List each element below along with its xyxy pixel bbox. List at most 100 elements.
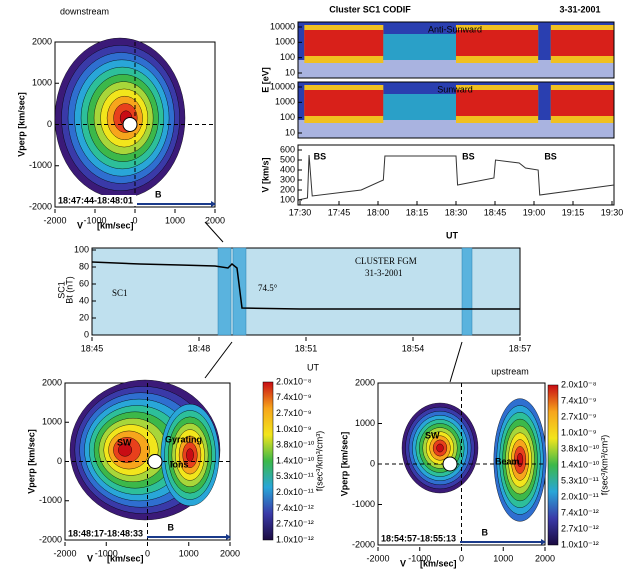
spacecraft-marker bbox=[443, 457, 457, 471]
x-tick-label: 19:15 bbox=[562, 207, 585, 217]
connector bbox=[450, 342, 462, 382]
y-axis-label: Vperp [km/sec] bbox=[16, 92, 26, 157]
angle-label: 74.5° bbox=[258, 283, 278, 293]
bs-label: BS bbox=[314, 151, 327, 161]
x-tick-label: 2000 bbox=[535, 553, 555, 563]
spectrogram-band bbox=[551, 30, 614, 56]
colorbar-tick-label: 1.0x10⁻⁹ bbox=[561, 427, 597, 437]
spectrogram-band bbox=[551, 90, 614, 116]
plot-frame bbox=[298, 145, 614, 205]
y-tick-label: 1000 bbox=[355, 418, 375, 428]
contour bbox=[437, 444, 444, 452]
y-tick-label: 10000 bbox=[270, 21, 295, 31]
colorbar-tick-label: 5.3x10⁻¹¹ bbox=[276, 471, 314, 481]
colorbar-tick-label: 3.8x10⁻¹⁰ bbox=[561, 443, 600, 453]
colorbar-tick-label: 2.0x10⁻¹¹ bbox=[276, 487, 314, 497]
y-tick-label: 300 bbox=[280, 174, 295, 184]
colorbar-tick-label: 2.7x10⁻⁹ bbox=[276, 408, 312, 418]
panel-title: CLUSTER FGM bbox=[355, 256, 417, 266]
x-tick-label: 17:30 bbox=[289, 207, 312, 217]
y-tick-label: 40 bbox=[79, 295, 89, 305]
x-tick-label: -2000 bbox=[366, 553, 389, 563]
y-tick-label: 10 bbox=[285, 127, 295, 137]
sc-label: SC1 bbox=[112, 288, 128, 298]
y-tick-label: 0 bbox=[47, 119, 52, 129]
y-tick-label: 1000 bbox=[275, 97, 295, 107]
colorbar-label: f(sec³/km³/cm³) bbox=[314, 431, 324, 492]
panel-date: 31-3-2001 bbox=[365, 268, 403, 278]
y-tick-label: 100 bbox=[74, 244, 89, 254]
colorbar-tick-label: 2.0x10⁻¹¹ bbox=[561, 491, 599, 501]
y-tick-label: -2000 bbox=[39, 534, 62, 544]
y-tick-label: 400 bbox=[280, 164, 295, 174]
colorbar bbox=[263, 382, 273, 540]
time-range: 18:47:44-18:48:01 bbox=[58, 195, 133, 205]
x-tick-label: 1000 bbox=[493, 553, 513, 563]
y-tick-label: 80 bbox=[79, 261, 89, 271]
x-tick-label: 19:00 bbox=[523, 207, 546, 217]
colorbar-tick-label: 7.4x10⁻¹² bbox=[561, 507, 599, 517]
y-tick-label: 0 bbox=[84, 329, 89, 339]
x-tick-label: 0 bbox=[145, 548, 150, 558]
spectrogram-band bbox=[383, 94, 456, 120]
x-tick-label: 1000 bbox=[165, 215, 185, 225]
x-axis-label: [km/sec] bbox=[97, 220, 134, 230]
y-tick-label: 10 bbox=[285, 67, 295, 77]
y-tick-label: -1000 bbox=[352, 499, 375, 509]
panel-title: downstream bbox=[60, 6, 109, 16]
y-tick-label: 100 bbox=[280, 52, 295, 62]
b-label: B bbox=[482, 527, 489, 537]
bs-label: BS bbox=[462, 151, 475, 161]
x-tick-label: 18:00 bbox=[367, 207, 390, 217]
x-tick-label: 1000 bbox=[179, 548, 199, 558]
colorbar-tick-label: 1.4x10⁻¹⁰ bbox=[276, 455, 315, 465]
region-label: SW bbox=[117, 437, 132, 447]
y-axis-label: Vperp [km/sec] bbox=[339, 432, 349, 497]
spacecraft-marker bbox=[148, 455, 162, 469]
panel-title: Cluster SC1 CODIF bbox=[329, 4, 411, 14]
y-tick-label: 100 bbox=[280, 112, 295, 122]
time-range: 18:54:57-18:55:13 bbox=[381, 533, 456, 543]
colorbar-tick-label: 1.4x10⁻¹⁰ bbox=[561, 459, 600, 469]
colorbar-tick-label: 3.8x10⁻¹⁰ bbox=[276, 440, 315, 450]
region-label: Gyrating bbox=[165, 434, 202, 444]
y-tick-label: 200 bbox=[280, 184, 295, 194]
b-label: B bbox=[168, 522, 175, 532]
y-tick-label: 20 bbox=[79, 312, 89, 322]
y-tick-label: 0 bbox=[57, 456, 62, 466]
colorbar-tick-label: 7.4x10⁻⁹ bbox=[561, 395, 597, 405]
x-tick-label: 18:57 bbox=[509, 343, 532, 353]
x-tick-label: 18:30 bbox=[445, 207, 468, 217]
y-tick-label: -2000 bbox=[352, 539, 375, 549]
x-tick-label: 19:30 bbox=[601, 207, 624, 217]
region-label: SW bbox=[425, 430, 440, 440]
region-label: Ions bbox=[170, 459, 189, 469]
colorbar-tick-label: 2.7x10⁻¹² bbox=[276, 519, 314, 529]
colorbar-tick-label: 7.4x10⁻¹² bbox=[276, 503, 314, 513]
colorbar-tick-label: 5.3x10⁻¹¹ bbox=[561, 475, 599, 485]
plot-frame bbox=[92, 248, 520, 335]
y-tick-label: 600 bbox=[280, 144, 295, 154]
y-tick-label: -2000 bbox=[29, 201, 52, 211]
bs-label: BS bbox=[544, 151, 557, 161]
x-tick-label: 17:45 bbox=[328, 207, 351, 217]
spectrogram-band bbox=[304, 30, 383, 56]
colorbar-tick-label: 1.0x10⁻¹² bbox=[561, 539, 599, 549]
panel-label: Anti-Sunward bbox=[428, 24, 482, 34]
panel-date: 3-31-2001 bbox=[559, 4, 600, 14]
x-axis-label: [km/sec] bbox=[420, 558, 457, 568]
x-tick-label: 18:54 bbox=[402, 343, 425, 353]
x-axis-label: V bbox=[87, 553, 93, 563]
x-tick-label: 18:45 bbox=[81, 343, 104, 353]
interval-band bbox=[462, 248, 472, 335]
y-axis-label: Vperp [km/sec] bbox=[26, 429, 36, 494]
colorbar-tick-label: 1.0x10⁻¹² bbox=[276, 534, 314, 544]
x-tick-label: 2000 bbox=[205, 215, 225, 225]
y-tick-label: 500 bbox=[280, 154, 295, 164]
y-tick-label: 2000 bbox=[32, 36, 52, 46]
y-axis-label: Bt (nT) bbox=[64, 276, 74, 304]
x-tick-label: 0 bbox=[459, 553, 464, 563]
colorbar-tick-label: 2.0x10⁻⁸ bbox=[561, 379, 597, 389]
y-tick-label: 60 bbox=[79, 278, 89, 288]
colorbar-tick-label: 2.0x10⁻⁸ bbox=[276, 376, 312, 386]
